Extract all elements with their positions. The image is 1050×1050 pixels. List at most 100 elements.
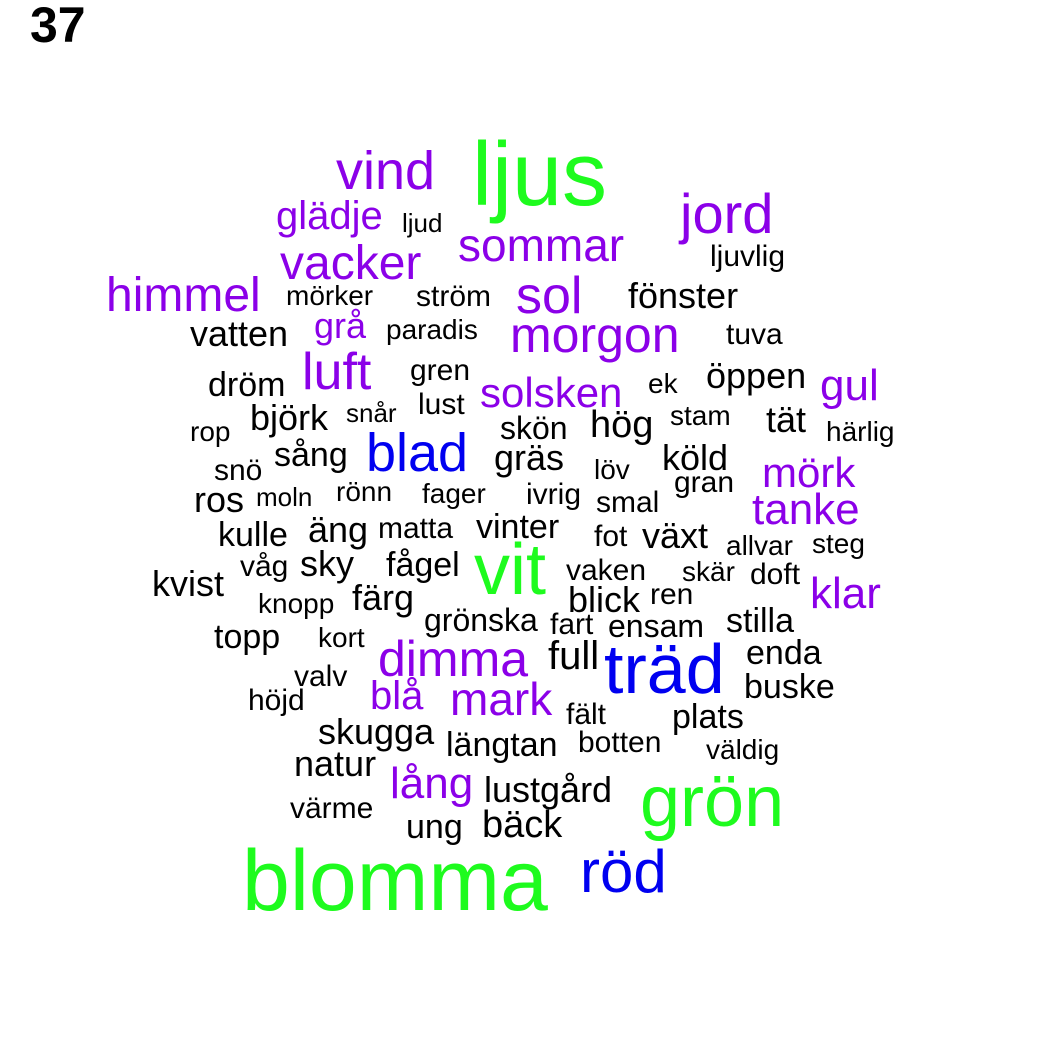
word-himmel: himmel (106, 269, 261, 322)
word-grå: grå (314, 305, 367, 346)
word-kort: kort (318, 622, 365, 653)
word-skugga: skugga (318, 711, 435, 752)
word-tanke: tanke (752, 485, 860, 534)
word-gräs: gräs (494, 437, 565, 478)
word-äng: äng (308, 509, 369, 550)
word-full: full (548, 634, 600, 678)
word-gul: gul (820, 361, 879, 410)
word-ljus: ljus (472, 125, 608, 225)
word-dimma: dimma (378, 631, 529, 687)
word-matta: matta (378, 512, 454, 545)
word-blad: blad (366, 423, 469, 483)
word-fager: fager (422, 478, 486, 509)
word-blomma: blomma (242, 833, 548, 929)
word-snår: snår (346, 398, 397, 428)
word-grönska: grönska (424, 602, 538, 638)
word-vaken: vaken (566, 554, 647, 587)
word-lång: lång (390, 759, 474, 808)
word-enda: enda (746, 634, 822, 672)
word-steg: steg (812, 528, 865, 559)
word-växt: växt (642, 515, 709, 556)
word-allvar: allvar (726, 530, 793, 561)
word-snö: snö (214, 454, 263, 487)
word-botten: botten (578, 726, 662, 759)
word-blick: blick (568, 579, 641, 620)
word-fågel: fågel (386, 546, 460, 584)
word-dröm: dröm (208, 366, 286, 404)
word-moln: moln (256, 482, 313, 512)
word-höjd: höjd (248, 684, 305, 717)
word-solsken: solsken (480, 369, 623, 416)
word-knopp: knopp (258, 588, 335, 619)
word-ek: ek (648, 368, 678, 399)
word-öppen: öppen (706, 355, 807, 396)
word-paradis: paradis (386, 314, 478, 345)
word-vatten: vatten (190, 313, 289, 354)
word-lustgård: lustgård (484, 769, 613, 810)
word-doft: doft (750, 558, 801, 591)
word-köld: köld (662, 437, 729, 478)
word-natur: natur (294, 743, 377, 784)
word-ljuvlig: ljuvlig (710, 240, 786, 273)
word-vacker: vacker (280, 237, 422, 290)
word-fönster: fönster (628, 275, 739, 316)
word-fot: fot (594, 520, 628, 553)
word-vind: vind (336, 141, 436, 201)
word-ljud: ljud (402, 208, 443, 238)
word-topp: topp (214, 618, 281, 656)
word-tät: tät (766, 399, 807, 440)
word-smal: smal (596, 486, 660, 519)
word-kulle: kulle (218, 516, 288, 554)
word-jord: jord (680, 182, 774, 245)
word-hög: hög (590, 404, 654, 446)
word-värme: värme (290, 792, 374, 825)
word-röd: röd (580, 838, 667, 905)
word-mark: mark (450, 673, 553, 725)
word-sky: sky (300, 543, 354, 584)
word-rop: rop (190, 416, 231, 447)
word-ivrig: ivrig (526, 478, 582, 511)
word-härlig: härlig (826, 416, 895, 447)
word-våg: våg (240, 550, 289, 583)
word-morgon: morgon (510, 307, 680, 363)
word-gran: gran (674, 466, 735, 499)
word-grön: grön (640, 762, 785, 842)
word-färg: färg (352, 577, 415, 618)
word-sång: sång (274, 436, 348, 474)
word-ros: ros (194, 479, 245, 520)
word-blå: blå (370, 674, 424, 718)
word-glädje: glädje (276, 194, 383, 238)
word-plats: plats (672, 698, 744, 736)
page-number: 37 (30, 0, 86, 53)
word-luft: luft (302, 343, 372, 401)
word-mörker: mörker (286, 280, 374, 311)
word-ensam: ensam (608, 608, 705, 644)
word-träd: träd (604, 630, 725, 708)
word-klar: klar (810, 569, 881, 618)
word-väldig: väldig (706, 734, 780, 765)
word-lust: lust (418, 388, 465, 421)
word-vit: vit (474, 530, 546, 610)
word-stilla: stilla (726, 602, 795, 640)
word-skär: skär (682, 556, 735, 587)
word-ström: ström (416, 280, 491, 313)
word-sol: sol (516, 267, 583, 325)
word-valv: valv (294, 660, 348, 693)
word-fart: fart (550, 608, 594, 641)
word-ren: ren (650, 578, 694, 611)
word-fält: fält (566, 698, 607, 731)
word-buske: buske (744, 668, 835, 706)
word-sommar: sommar (458, 219, 625, 271)
word-löv: löv (594, 454, 630, 485)
word-gren: gren (410, 354, 471, 387)
word-skön: skön (500, 410, 568, 446)
word-ung: ung (406, 808, 463, 846)
word-längtan: längtan (446, 726, 558, 764)
word-tuva: tuva (726, 318, 783, 351)
word-kvist: kvist (152, 563, 224, 604)
word-stam: stam (670, 400, 731, 431)
word-mörk: mörk (762, 449, 856, 496)
word-vinter: vinter (476, 508, 560, 546)
word-rönn: rönn (336, 476, 393, 507)
